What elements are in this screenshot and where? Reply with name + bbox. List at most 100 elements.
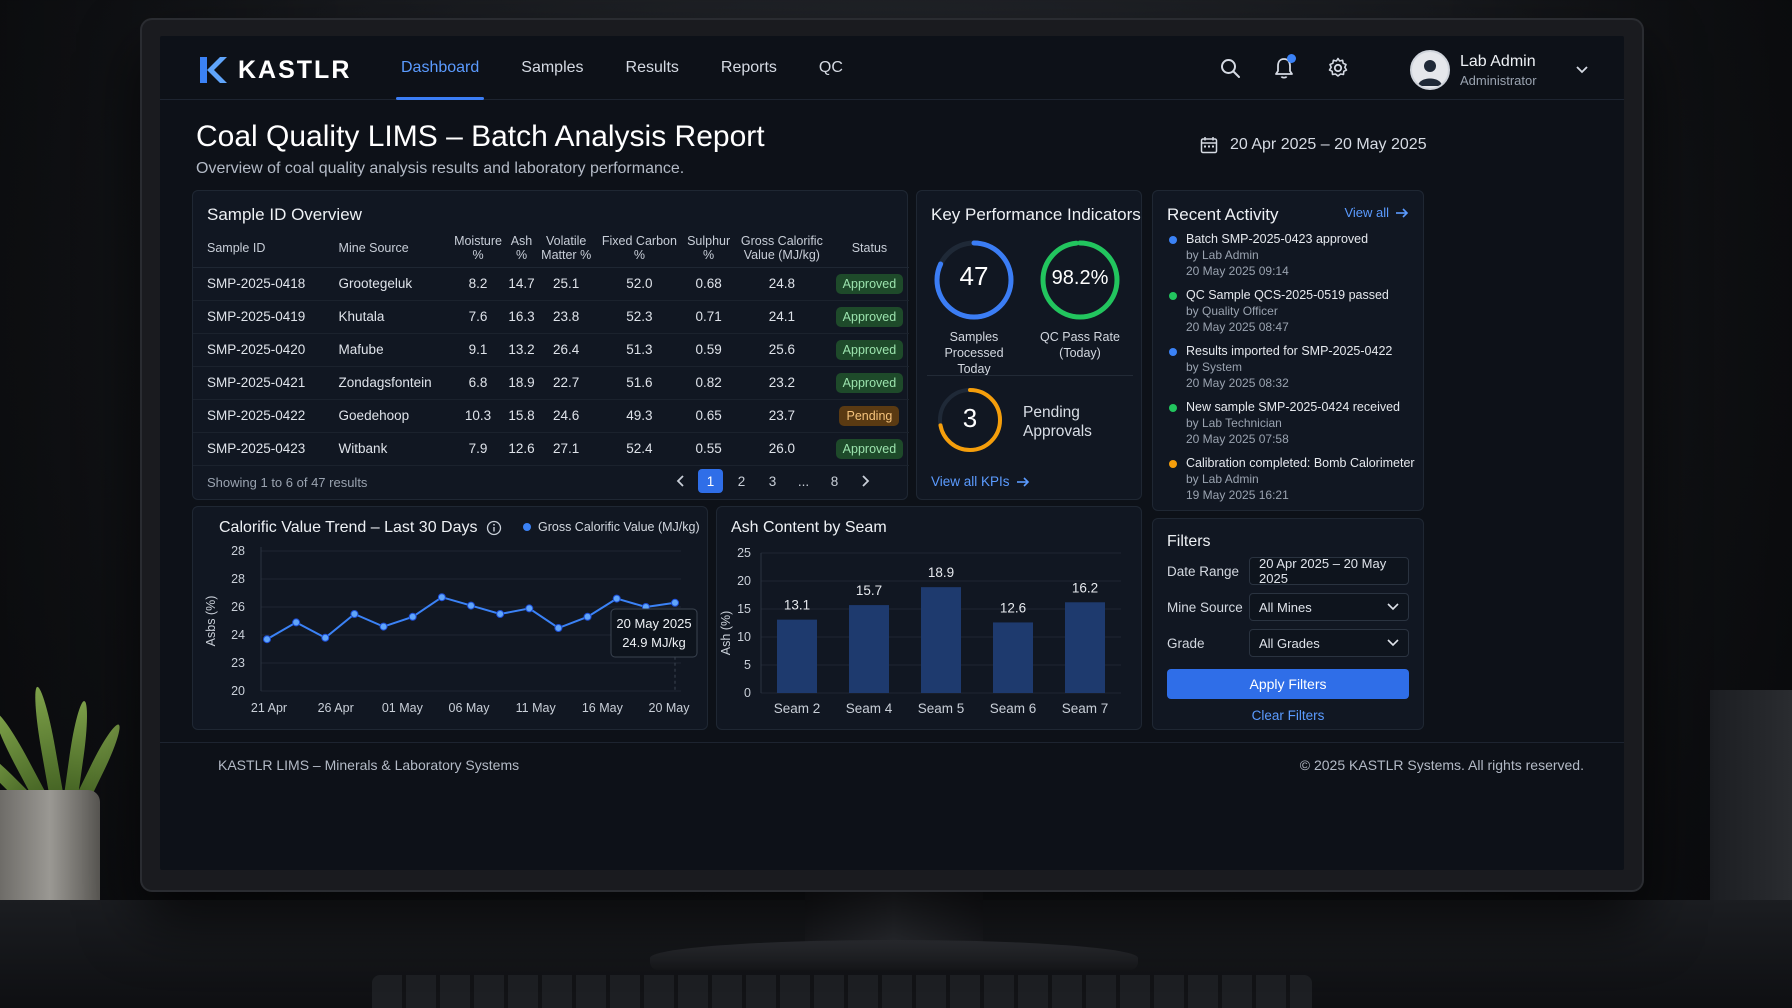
chevron-down-icon [1387, 603, 1399, 611]
column-header-line: Fixed Carbon [601, 233, 677, 248]
bar[interactable] [1065, 602, 1105, 693]
nav-dashboard[interactable]: Dashboard [380, 36, 500, 100]
grade-label: Grade [1167, 635, 1205, 651]
table-cell: Goedehoop [324, 399, 450, 433]
qc-pass-label: QC Pass Rate (Today) [1027, 329, 1133, 361]
mine-source-filter: Mine Source All Mines [1167, 593, 1409, 621]
data-point[interactable] [554, 624, 563, 632]
table-cell: Approved [829, 366, 909, 400]
data-point[interactable] [496, 610, 505, 618]
date-range-input[interactable]: 20 Apr 2025 – 20 May 2025 [1249, 556, 1409, 586]
calorific-title-wrap: Calorific Value Trend – Last 30 Days [219, 519, 502, 537]
y-tick-label: 28 [231, 572, 245, 586]
table-cell: 52.0 [595, 267, 684, 301]
x-tick-label: 06 May [449, 701, 491, 715]
list-item[interactable]: Batch SMP-2025-0423 approved by Lab Admin… [1167, 231, 1417, 279]
clear-filters-button[interactable]: Clear Filters [1251, 707, 1325, 723]
table-cell: 9.1 [449, 333, 507, 367]
data-point[interactable] [263, 635, 271, 644]
nav-icons [1216, 54, 1352, 82]
samples-processed-value: 47 [959, 261, 989, 291]
bell-icon[interactable] [1270, 54, 1298, 82]
samples-processed-label: Samples Processed Today [919, 329, 1029, 377]
data-point[interactable] [292, 618, 301, 627]
table-cell: 15.8 [506, 399, 537, 433]
data-point[interactable] [467, 601, 475, 610]
logo[interactable]: KASTLR [198, 55, 351, 85]
column-header: Sample ID [193, 229, 325, 268]
data-point[interactable] [379, 622, 388, 631]
data-point[interactable] [408, 612, 417, 621]
bar[interactable] [921, 587, 961, 693]
samples-processed-ring: 47 [931, 237, 1017, 323]
page-button[interactable]: 8 [830, 473, 839, 489]
y-tick-label: 20 [231, 684, 245, 698]
nav-samples[interactable]: Samples [521, 59, 584, 76]
apply-filters-button[interactable]: Apply Filters [1167, 669, 1409, 699]
data-point[interactable] [437, 593, 446, 602]
data-point[interactable] [350, 610, 359, 618]
column-header-line: Matter % [541, 247, 592, 262]
list-item[interactable]: QC Sample QCS-2025-0519 passed by Quality… [1167, 287, 1417, 335]
activity-dot [1169, 348, 1177, 356]
nav-results[interactable]: Results [625, 59, 679, 76]
pending-label-2: Approvals [1023, 423, 1092, 440]
table-row[interactable]: SMP-2025-0420 Mafube 9.1 13.2 26.4 51.3 0.59 25… [193, 333, 909, 367]
table-row[interactable]: SMP-2025-0422 Goedehoop 10.3 15.8 24.6 49.3 0.… [193, 399, 909, 433]
table-row[interactable]: SMP-2025-0423 Witbank 7.9 12.6 27.1 52.4 0.55 2… [193, 432, 909, 466]
bar[interactable] [993, 622, 1033, 693]
table-cell: 51.6 [595, 366, 684, 400]
gear-icon[interactable] [1324, 54, 1352, 82]
list-item[interactable]: Results imported for SMP-2025-0422 by Sys… [1167, 343, 1417, 391]
page-button[interactable]: 1 [698, 469, 723, 493]
screen: KASTLR Dashboard Samples Results Reports… [160, 36, 1624, 870]
table-results-count: Showing 1 to 6 of 47 results [207, 475, 368, 490]
next-page-icon[interactable] [853, 469, 878, 493]
page-title: Coal Quality LIMS – Batch Analysis Repor… [196, 120, 765, 153]
table-cell: SMP-2025-0420 [193, 333, 325, 367]
search-icon[interactable] [1216, 54, 1244, 82]
table-row[interactable]: SMP-2025-0421 Zondagsfontein 6.8 18.9 22.7 51… [193, 366, 909, 400]
table-row[interactable]: SMP-2025-0419 Khutala 7.6 16.3 23.8 52.3 0.71 2… [193, 300, 909, 334]
mine-source-select[interactable]: All Mines [1249, 593, 1409, 621]
list-item[interactable]: Calibration completed: Bomb Calorimeter b… [1167, 455, 1417, 503]
kpi-title: Key Performance Indicators [931, 205, 1141, 224]
y-axis-label: Asbs (%) [204, 596, 218, 647]
bar[interactable] [777, 619, 817, 693]
page-button[interactable]: 2 [737, 473, 746, 489]
data-point[interactable] [612, 594, 621, 603]
page-button[interactable]: 3 [768, 473, 777, 489]
monitor-stand [805, 888, 983, 948]
view-all-kpis-link[interactable]: View all KPIs [931, 474, 1030, 489]
data-point[interactable] [583, 612, 592, 621]
avatar [1410, 50, 1450, 90]
table-cell: 25.6 [733, 333, 830, 367]
table-cell: 26.0 [733, 432, 830, 466]
date-range-text: 20 Apr 2025 – 20 May 2025 [1230, 136, 1427, 153]
x-tick-label: 21 Apr [251, 701, 287, 715]
column-header: Ash% [506, 229, 537, 268]
user-menu[interactable]: Lab Admin Administrator [1410, 50, 1589, 90]
nav-links: Dashboard Samples Results Reports QC [380, 36, 864, 100]
table-row[interactable]: SMP-2025-0418 Grootegeluk 8.2 14.7 25.1 52.0 0… [193, 267, 909, 301]
pending-value: 3 [962, 403, 978, 433]
prev-page-icon[interactable] [667, 469, 692, 493]
nav-reports[interactable]: Reports [720, 59, 777, 76]
data-point[interactable] [321, 633, 330, 642]
data-point[interactable] [525, 604, 534, 613]
monitor: KASTLR Dashboard Samples Results Reports… [142, 20, 1642, 890]
list-item[interactable]: New sample SMP-2025-0424 received by Lab … [1167, 399, 1417, 447]
data-point[interactable] [671, 598, 679, 607]
table-cell: SMP-2025-0418 [193, 267, 325, 301]
table-cell: Approved [829, 333, 909, 367]
bar[interactable] [849, 605, 889, 693]
grade-select[interactable]: All Grades [1249, 629, 1409, 657]
nav-qc[interactable]: QC [818, 59, 843, 76]
activity-by: by Lab Technician [1186, 416, 1282, 430]
footer-copyright: © 2025 KASTLR Systems. All rights reserv… [1299, 757, 1584, 773]
info-icon[interactable] [486, 520, 502, 536]
view-all-activity-link[interactable]: View all [1344, 205, 1409, 220]
date-range-picker[interactable]: 20 Apr 2025 – 20 May 2025 [1200, 136, 1427, 154]
filters-card: Filters Date Range 20 Apr 2025 – 20 May … [1152, 518, 1424, 730]
tooltip-value: 24.9 MJ/kg [622, 635, 686, 650]
